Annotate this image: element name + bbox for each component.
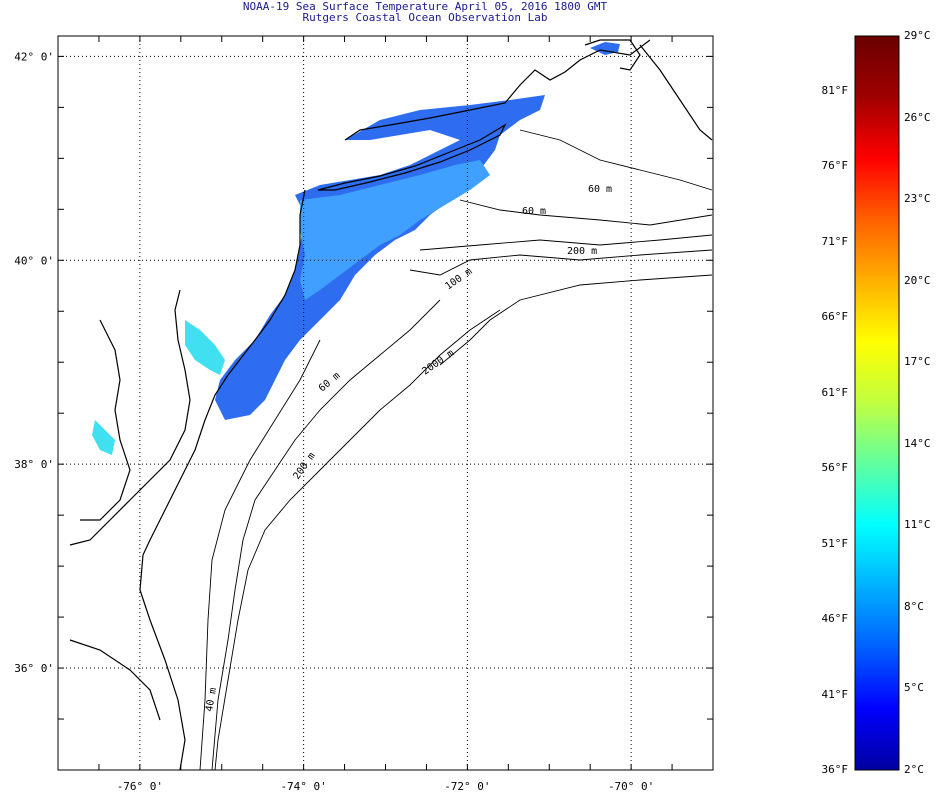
lon-label: -74° 0'	[280, 780, 326, 793]
lon-label: -76° 0'	[117, 780, 163, 793]
colorbar-fahrenheit-label: 41°F	[821, 687, 849, 701]
isobath-label: 60 m	[522, 206, 546, 217]
colorbar-fahrenheit-label: 36°F	[821, 763, 849, 776]
colorbar-fahrenheit-label: 61°F	[821, 385, 849, 399]
isobath-100m	[409, 249, 713, 276]
colorbar-fahrenheit-label: 66°F	[821, 310, 849, 324]
coast-cape-cod	[584, 39, 641, 71]
colorbar-fahrenheit-label: 46°F	[821, 612, 849, 626]
sst-delaware-bay	[185, 320, 225, 375]
map-frame	[57, 35, 714, 771]
isobath-label: 60 m	[317, 370, 343, 394]
lat-label: 40° 0'	[14, 254, 54, 267]
map-subtitle: Rutgers Coastal Ocean Observation Lab	[302, 11, 548, 24]
colorbar-celsius-label: 29°C	[904, 29, 931, 42]
colorbar	[854, 35, 900, 771]
sst-chesapeake-patch	[92, 420, 115, 455]
coast-chesapeake-west	[69, 289, 191, 546]
lat-label: 36° 0'	[14, 662, 54, 675]
lon-label: -70° 0'	[608, 780, 654, 793]
colorbar-fahrenheit-label: 71°F	[821, 234, 849, 248]
colorbar-fahrenheit-label: 81°F	[821, 84, 849, 97]
colorbar-celsius-label: 2°C	[904, 763, 924, 776]
isobath-label: 2000 m	[420, 348, 456, 378]
isobath-200m-b	[211, 299, 441, 771]
isobath-60m-b	[459, 199, 713, 226]
coast-pamlico	[69, 639, 161, 721]
coastlines	[69, 39, 713, 771]
colorbar-celsius-label: 8°C	[904, 599, 924, 613]
colorbar-fill	[854, 35, 900, 771]
coast-maine	[639, 44, 713, 141]
isobath-label: 100 m	[443, 266, 474, 292]
lat-label: 42° 0'	[14, 50, 54, 63]
sst-field	[92, 42, 620, 455]
isobaths	[199, 129, 713, 771]
isobath-200m-a	[419, 234, 713, 251]
coast-virginia-nc	[139, 554, 186, 771]
coast-long-island	[317, 123, 507, 191]
coast-new-england	[344, 39, 651, 141]
isobath-shelf-outer	[439, 274, 713, 366]
isobath-label: 60 m	[588, 184, 612, 195]
colorbar-celsius-label: 17°C	[904, 355, 931, 369]
colorbar-celsius-label: 23°C	[904, 192, 931, 206]
graticule	[57, 36, 714, 771]
colorbar-fahrenheit-label: 56°F	[821, 461, 849, 475]
colorbar-celsius-label: 20°C	[904, 273, 931, 287]
isobath-40m	[199, 339, 321, 771]
colorbar-celsius-label: 14°C	[904, 436, 931, 450]
colorbar-fahrenheit-label: 51°F	[821, 536, 849, 550]
coast-new-jersey	[227, 189, 306, 376]
colorbar-celsius-label: 26°C	[904, 110, 931, 124]
colorbar-fahrenheit-label: 76°F	[821, 159, 849, 173]
colorbar-celsius-label: 5°C	[904, 681, 924, 695]
isobath-labels: 60 m 60 m 200 m 100 m 2000 m 60 m 200 m …	[204, 184, 612, 713]
isobath-label: 200 m	[291, 451, 317, 482]
coast-delmarva	[142, 374, 229, 556]
sst-ny-bight	[300, 160, 490, 300]
axis-labels: 42° 0' 40° 0' 38° 0' 36° 0' -76° 0' -74° 0' -7…	[14, 50, 654, 793]
map-title: NOAA-19 Sea Surface Temperature April 05…	[242, 0, 608, 13]
lon-label: -72° 0'	[444, 780, 490, 793]
isobath-label: 200 m	[567, 246, 597, 257]
isobath-label: 40 m	[204, 687, 219, 713]
isobath-60m-a	[519, 129, 713, 191]
isobath-2000m	[214, 309, 501, 771]
lat-label: 38° 0'	[14, 458, 54, 471]
coast-chesapeake-inner	[80, 319, 131, 521]
colorbar-celsius-label: 11°C	[904, 518, 931, 532]
